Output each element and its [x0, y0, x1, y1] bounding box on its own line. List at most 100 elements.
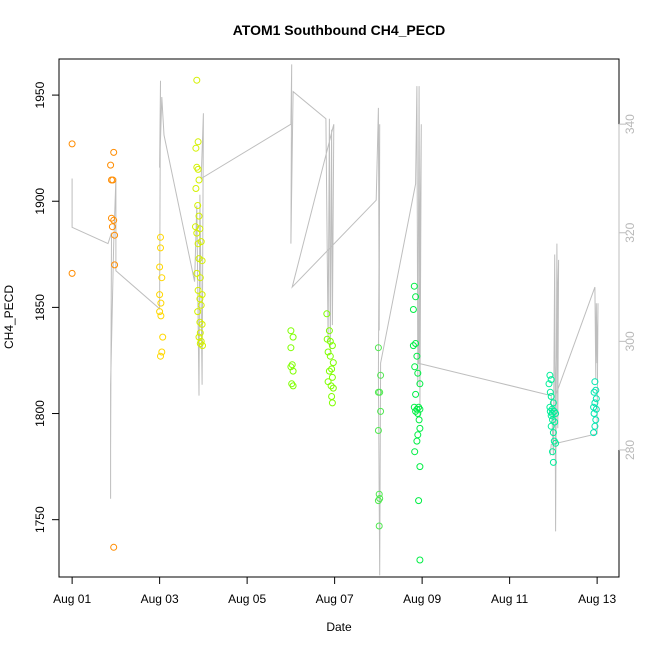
data-point — [110, 216, 118, 224]
data-point — [192, 223, 199, 231]
data-point — [196, 340, 204, 347]
data-point — [289, 367, 297, 375]
data-point — [68, 140, 76, 148]
data-point — [287, 327, 295, 335]
x-tick-label: Aug 11 — [491, 592, 528, 606]
data-point — [198, 257, 206, 265]
x-tick-label: Aug 09 — [403, 592, 441, 606]
data-point — [412, 390, 420, 398]
data-point — [329, 384, 337, 392]
data-point — [197, 238, 205, 246]
y-tick-label: 1750 — [33, 506, 47, 533]
data-point — [196, 225, 204, 233]
data-point — [196, 318, 204, 326]
data-point — [411, 448, 419, 456]
data-point — [591, 422, 599, 430]
data-point — [197, 301, 205, 309]
data-point — [110, 543, 118, 551]
data-point — [551, 418, 559, 426]
data-point — [107, 161, 115, 169]
data-point — [547, 376, 555, 384]
data-point — [328, 393, 336, 400]
data-point — [289, 333, 297, 341]
data-point — [193, 76, 201, 84]
data-point — [412, 293, 420, 301]
data-point — [590, 429, 598, 437]
x-tick-label: Aug 05 — [228, 592, 266, 606]
data-point — [413, 437, 421, 445]
data-point — [157, 299, 165, 307]
data-point — [416, 556, 424, 564]
data-point — [548, 405, 556, 413]
data-point — [328, 365, 336, 373]
data-point — [111, 231, 119, 239]
data-point — [195, 333, 203, 341]
x-axis-label: Date — [326, 620, 352, 634]
data-point — [412, 407, 420, 415]
data-point — [413, 352, 421, 360]
data-point — [552, 439, 560, 447]
data-point — [193, 269, 201, 277]
data-point — [326, 337, 334, 345]
data-point — [198, 291, 206, 299]
data-point — [414, 410, 422, 417]
data-point — [196, 295, 204, 303]
data-point — [377, 407, 385, 415]
data-point — [325, 367, 333, 375]
data-point — [194, 202, 202, 209]
data-point — [194, 165, 202, 173]
x-tick-label: Aug 07 — [316, 592, 354, 606]
y-tick-label: 1850 — [33, 294, 47, 321]
data-point — [158, 348, 166, 356]
data-point — [416, 463, 424, 471]
data-point — [329, 359, 337, 367]
data-point — [592, 416, 600, 424]
y-tick-label: 1900 — [33, 188, 47, 215]
data-point — [156, 263, 164, 271]
data-point — [416, 405, 424, 413]
x-tick-label: Aug 03 — [141, 592, 179, 606]
data-point — [196, 274, 204, 282]
data-point — [411, 363, 419, 371]
data-point — [195, 176, 203, 184]
data-point — [325, 327, 333, 335]
data-point — [549, 399, 557, 407]
data-point — [415, 497, 423, 505]
y-right-tick-label: 320 — [623, 222, 637, 242]
data-point — [546, 403, 554, 411]
data-point — [374, 497, 382, 505]
data-point — [592, 386, 600, 394]
data-point — [590, 410, 598, 417]
y-axis-label: CH4_PECD — [2, 285, 16, 349]
data-point — [549, 458, 557, 466]
data-point — [409, 342, 417, 350]
data-point — [289, 382, 297, 390]
plot-frame — [58, 58, 620, 578]
data-point — [108, 214, 115, 222]
data-point — [158, 274, 166, 282]
data-point — [192, 185, 200, 192]
y-right-tick-label: 280 — [623, 440, 637, 460]
data-point — [547, 412, 555, 420]
data-point — [552, 410, 560, 417]
data-point — [157, 352, 164, 360]
data-point — [410, 282, 418, 290]
data-point — [110, 148, 118, 156]
data-point — [549, 448, 556, 456]
data-point — [194, 286, 202, 294]
chart-title: ATOM1 Southbound CH4_PECD — [233, 22, 446, 38]
series-line — [71, 64, 599, 576]
data-point — [194, 308, 202, 316]
data-point — [328, 342, 336, 350]
y-axis-right: 280 300 320 340 — [618, 114, 637, 460]
data-point — [198, 320, 206, 328]
data-point — [328, 399, 336, 407]
data-point — [416, 380, 424, 388]
data-point — [287, 363, 295, 371]
data-point — [592, 395, 600, 403]
data-point — [324, 348, 332, 356]
data-point — [156, 291, 164, 299]
data-point — [109, 176, 117, 184]
data-point — [108, 223, 116, 231]
